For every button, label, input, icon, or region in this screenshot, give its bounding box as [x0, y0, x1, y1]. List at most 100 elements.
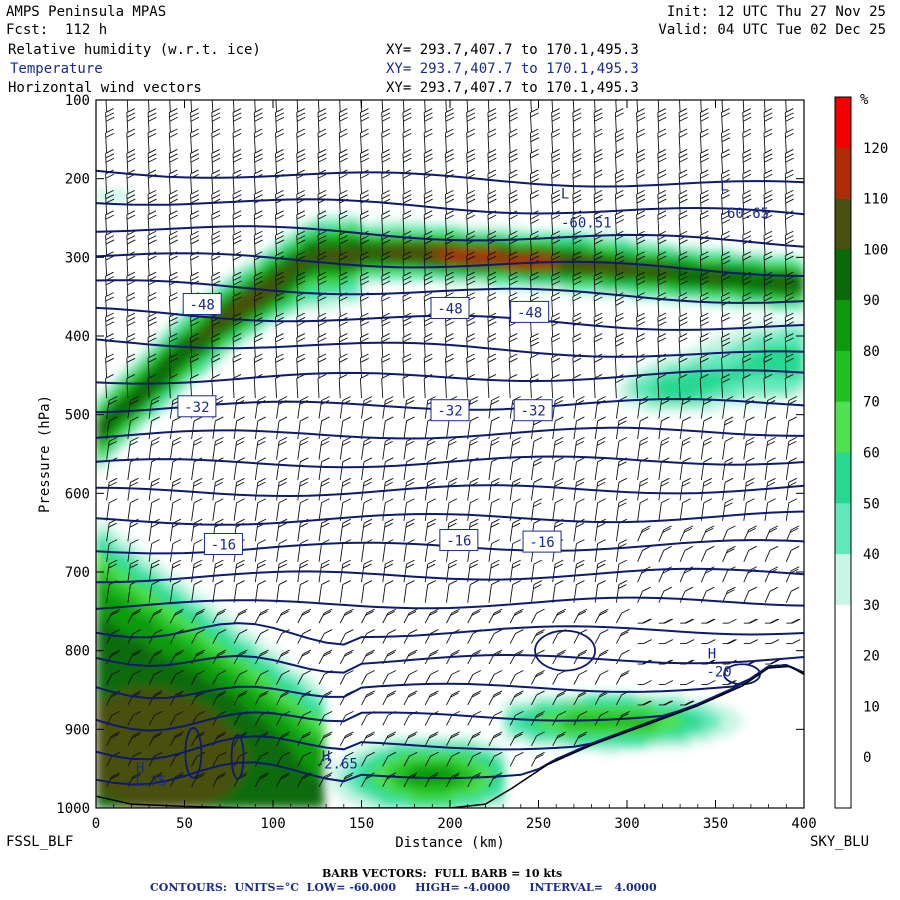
wind-barb [784, 108, 794, 133]
wind-barb [657, 333, 667, 358]
wind-barb [531, 608, 545, 624]
wind-barb [424, 751, 439, 767]
wind-barb [509, 518, 521, 542]
wind-barb [658, 680, 674, 685]
wind-barb [190, 100, 193, 112]
wind-barb [253, 210, 263, 235]
wind-barb [275, 230, 285, 255]
wind-barb [275, 128, 284, 153]
wind-barb [637, 680, 652, 685]
wind-barb [701, 680, 716, 685]
wind-barb [508, 353, 518, 378]
wind-barb [318, 416, 330, 440]
wind-barb [361, 457, 373, 481]
wind-barb [658, 618, 674, 624]
wind-barb [381, 251, 391, 276]
wind-barb [594, 629, 609, 644]
wind-barb [276, 608, 290, 624]
wind-barb [552, 690, 567, 706]
wind-barb [105, 100, 108, 112]
field-name-wind: Horizontal wind vectors [8, 80, 202, 96]
colorbar-label: 70 [863, 395, 880, 411]
wind-barb [786, 639, 801, 645]
colorbar-segment [835, 554, 851, 606]
wind-barb [637, 477, 649, 501]
wind-barb [593, 189, 603, 215]
wind-barb [784, 271, 794, 296]
wind-barb [360, 210, 369, 235]
wind-barb [212, 772, 227, 787]
wind-barb [212, 580, 224, 603]
wind-barb [276, 416, 288, 440]
y-tick-label: 500 [65, 408, 90, 424]
wind-barb [148, 436, 160, 460]
wind-barb [700, 416, 713, 440]
wind-barb [531, 690, 545, 706]
wind-barb [254, 772, 269, 787]
contour-labels: -48 -48 -48 -32 -32 -32 -16 -16 -16 -60.51 -60.65 -… [124, 178, 769, 790]
wind-barb [423, 251, 433, 276]
wind-barb [658, 586, 672, 603]
temperature-contour-line [96, 622, 804, 646]
y-tick-label: 1000 [56, 801, 90, 817]
wind-barb [615, 710, 630, 726]
wind-barb [317, 251, 327, 276]
x-tick-label: 150 [349, 816, 374, 832]
wind-barb [168, 210, 178, 235]
wind-barb [699, 251, 709, 276]
y-tick-label: 400 [65, 329, 90, 345]
wind-barb [467, 690, 482, 706]
wind-barb [212, 477, 224, 501]
wind-barb [743, 436, 755, 460]
right-endpoint-label: SKY_BLU [810, 834, 870, 850]
wind-barb [381, 374, 390, 399]
wind-barb [551, 251, 561, 276]
temperature-contour-line [96, 510, 804, 526]
colorbar-label: 0 [863, 750, 871, 766]
colorbar-segment [835, 706, 851, 758]
wind-barb [275, 100, 277, 112]
wind-barb [212, 436, 224, 460]
wind-barb [233, 690, 248, 706]
wind-barb [275, 108, 285, 133]
wind-barb [572, 108, 582, 133]
wind-barb [360, 353, 369, 378]
wind-barb [444, 251, 454, 276]
wind-barb [722, 416, 734, 440]
wind-barb [169, 580, 182, 603]
wind-barb [657, 128, 667, 153]
wind-barb [742, 312, 752, 337]
wind-barb [361, 580, 373, 603]
wind-barb [339, 580, 351, 603]
wind-barb [148, 608, 163, 624]
wind-barb [360, 128, 369, 153]
wind-barb [488, 436, 500, 460]
wind-barb [742, 189, 752, 215]
wind-barb [680, 618, 695, 624]
wind-barb [509, 731, 524, 747]
wind-barb [253, 271, 263, 296]
wind-barb [742, 210, 752, 235]
wind-barb [191, 649, 205, 665]
colorbar-segment [835, 350, 851, 403]
wind-barb [168, 149, 178, 174]
wind-barb [572, 128, 582, 153]
wind-barb [361, 477, 373, 501]
wind-barb [763, 149, 773, 174]
extrema-label: -2.65 [316, 757, 358, 773]
wind-barb [423, 333, 433, 358]
temperature-label: -16 [203, 532, 243, 555]
extrema-label: -60.51 [561, 215, 612, 231]
wind-barb [572, 169, 582, 194]
wind-barb [508, 292, 518, 317]
wind-barb [530, 457, 543, 481]
colorbar-segment [835, 249, 851, 301]
wind-barb [382, 559, 394, 583]
wind-barb [232, 353, 242, 378]
wind-barb [232, 292, 242, 317]
wind-barb [573, 457, 585, 481]
wind-barb [403, 690, 418, 706]
wind-barb [276, 649, 290, 665]
field-xy-wind: XY= 293.7,407.7 to 170.1,495.3 [386, 80, 639, 96]
wind-barb [722, 498, 734, 521]
